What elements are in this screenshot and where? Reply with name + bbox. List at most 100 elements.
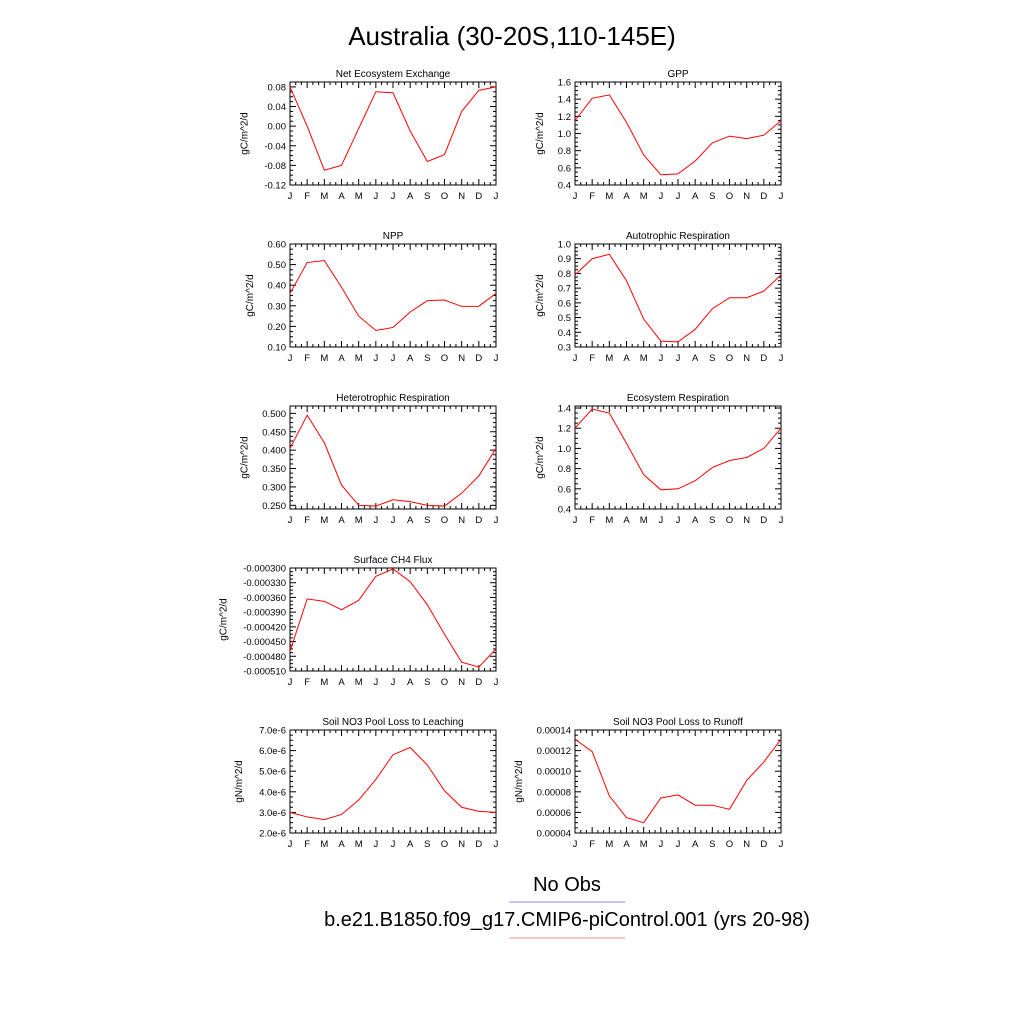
x-tick-label: A bbox=[623, 515, 630, 526]
x-tick-label: N bbox=[458, 353, 465, 364]
x-tick-label: J bbox=[288, 677, 293, 688]
x-tick-label: J bbox=[779, 515, 784, 526]
x-tick-label: J bbox=[391, 515, 396, 526]
x-tick-label: O bbox=[441, 839, 448, 850]
y-tick-label: 1.2 bbox=[558, 112, 571, 123]
x-tick-label: J bbox=[573, 839, 578, 850]
y-tick-label: 0.400 bbox=[262, 446, 286, 457]
legend-model-label: b.e21.B1850.f09_g17.CMIP6-piControl.001 … bbox=[324, 909, 810, 931]
panel-title: Surface CH4 Flux bbox=[354, 555, 433, 566]
y-axis-label: gC/m^2/d bbox=[535, 436, 546, 479]
x-tick-label: M bbox=[605, 353, 613, 364]
y-axis-label: gC/m^2/d bbox=[245, 274, 256, 317]
y-tick-label: 1.0 bbox=[558, 444, 571, 455]
series-line bbox=[574, 253, 782, 343]
x-tick-label: N bbox=[743, 515, 750, 526]
x-tick-label: J bbox=[573, 191, 578, 202]
y-tick-label: 2.0e-6 bbox=[259, 829, 286, 840]
x-tick-label: F bbox=[589, 353, 595, 364]
y-tick-label: 4.0e-6 bbox=[259, 787, 286, 798]
y-tick-label: 0.6 bbox=[558, 298, 571, 309]
y-tick-label: -0.08 bbox=[264, 161, 286, 172]
x-tick-label: M bbox=[640, 191, 648, 202]
y-tick-label: 0.9 bbox=[558, 254, 571, 265]
x-tick-label: J bbox=[288, 353, 293, 364]
y-tick-label: 0.6 bbox=[558, 484, 571, 495]
y-tick-label: 1.4 bbox=[558, 95, 571, 106]
x-tick-label: O bbox=[726, 353, 733, 364]
y-tick-label: 0.4 bbox=[558, 505, 571, 516]
x-tick-label: S bbox=[424, 353, 430, 364]
y-tick-label: 0.7 bbox=[558, 284, 571, 295]
x-tick-label: A bbox=[692, 191, 699, 202]
x-tick-label: J bbox=[494, 191, 499, 202]
x-tick-label: F bbox=[589, 191, 595, 202]
plot-frame bbox=[574, 81, 782, 186]
plot-frame bbox=[574, 729, 782, 834]
x-tick-label: F bbox=[589, 839, 595, 850]
x-tick-label: M bbox=[320, 677, 328, 688]
plot-frame bbox=[574, 243, 782, 348]
x-tick-label: J bbox=[573, 515, 578, 526]
x-tick-label: J bbox=[288, 839, 293, 850]
x-tick-label: M bbox=[605, 839, 613, 850]
y-axis-label: gN/m^2/d bbox=[514, 760, 525, 803]
y-tick-label: 0.10 bbox=[268, 343, 287, 354]
panel-title: Net Ecosystem Exchange bbox=[336, 69, 451, 80]
x-tick-label: A bbox=[338, 353, 345, 364]
y-axis-label: gC/m^2/d bbox=[535, 274, 546, 317]
x-tick-label: D bbox=[760, 515, 767, 526]
y-tick-label: -0.000420 bbox=[243, 622, 286, 633]
y-tick-label: 0.04 bbox=[268, 102, 287, 113]
x-tick-label: D bbox=[475, 191, 482, 202]
y-tick-label: 0.40 bbox=[268, 281, 287, 292]
x-tick-label: D bbox=[475, 839, 482, 850]
series-line bbox=[574, 738, 782, 824]
series-line bbox=[574, 94, 782, 176]
y-tick-label: 0.00012 bbox=[537, 746, 571, 757]
x-tick-label: J bbox=[373, 353, 378, 364]
x-tick-label: S bbox=[709, 191, 715, 202]
panel-title: Autotrophic Respiration bbox=[626, 231, 730, 242]
x-tick-label: J bbox=[373, 677, 378, 688]
x-tick-label: D bbox=[475, 353, 482, 364]
panel-title: Soil NO3 Pool Loss to Leaching bbox=[322, 717, 463, 728]
x-tick-label: A bbox=[407, 839, 414, 850]
x-tick-label: M bbox=[355, 191, 363, 202]
x-tick-label: J bbox=[373, 515, 378, 526]
x-tick-label: M bbox=[320, 515, 328, 526]
x-tick-label: D bbox=[760, 191, 767, 202]
x-tick-label: O bbox=[441, 677, 448, 688]
x-tick-label: A bbox=[692, 515, 699, 526]
x-tick-label: A bbox=[407, 677, 414, 688]
y-tick-label: 0.4 bbox=[558, 181, 571, 192]
x-tick-label: A bbox=[623, 191, 630, 202]
legend-obs-label: No Obs bbox=[533, 874, 601, 896]
x-tick-label: J bbox=[288, 191, 293, 202]
x-tick-label: A bbox=[338, 839, 345, 850]
y-tick-label: 0.300 bbox=[262, 482, 286, 493]
y-axis-label: gC/m^2/d bbox=[240, 112, 251, 155]
x-tick-label: M bbox=[640, 515, 648, 526]
y-tick-label: 0.00006 bbox=[537, 808, 571, 819]
x-tick-label: M bbox=[605, 515, 613, 526]
y-tick-label: 5.0e-6 bbox=[259, 767, 286, 778]
y-tick-label: 0.8 bbox=[558, 146, 571, 157]
x-tick-label: A bbox=[407, 515, 414, 526]
series-line bbox=[289, 86, 497, 171]
y-tick-label: 1.0 bbox=[558, 240, 571, 251]
y-tick-label: -0.000360 bbox=[243, 593, 286, 604]
x-tick-label: N bbox=[458, 515, 465, 526]
x-tick-label: A bbox=[338, 677, 345, 688]
x-tick-label: J bbox=[779, 353, 784, 364]
x-tick-label: N bbox=[458, 677, 465, 688]
x-tick-label: F bbox=[589, 515, 595, 526]
y-tick-label: -0.000510 bbox=[243, 667, 286, 678]
x-tick-label: J bbox=[494, 353, 499, 364]
